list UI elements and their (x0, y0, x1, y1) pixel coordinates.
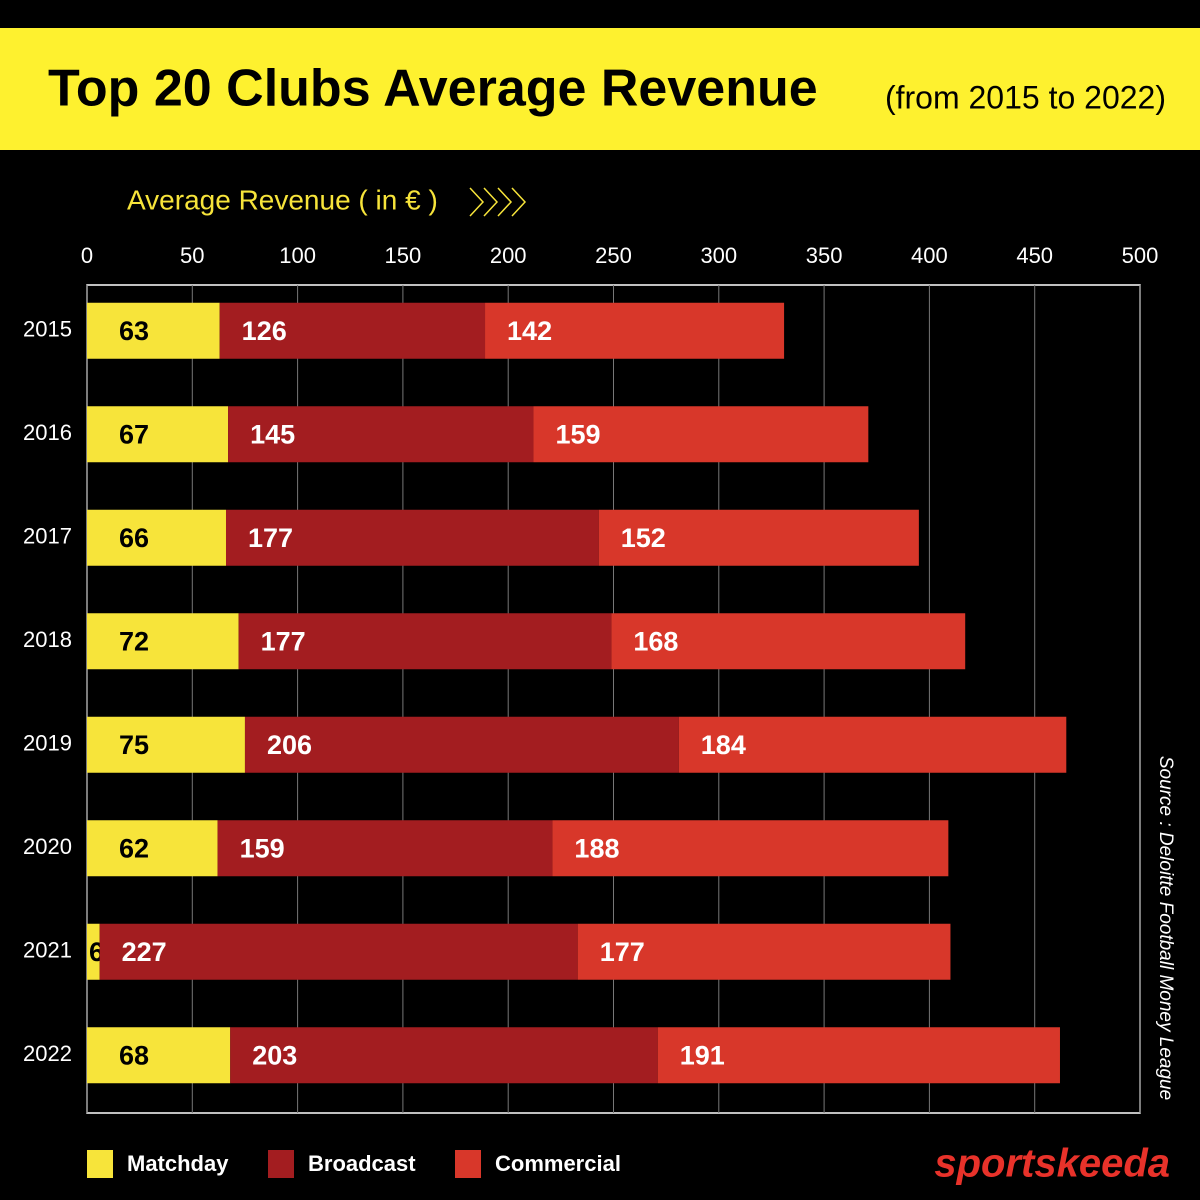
bar-segment (230, 1027, 658, 1084)
bar-segment (657, 1027, 1060, 1084)
value-label: 206 (267, 730, 312, 760)
bar-segment (225, 509, 599, 566)
value-label: 62 (119, 833, 149, 863)
y-tick-label: 2016 (23, 420, 72, 445)
x-tick-label: 150 (385, 243, 422, 268)
y-tick-label: 2018 (23, 627, 72, 652)
legend-swatch (268, 1150, 294, 1178)
x-tick-label: 500 (1122, 243, 1159, 268)
bar-segment (244, 716, 679, 773)
y-tick-label: 2020 (23, 834, 72, 859)
bar-segment (219, 302, 486, 359)
value-label: 191 (680, 1040, 725, 1070)
y-tick-label: 2022 (23, 1041, 72, 1066)
source-note: Source : Deloitte Football Money League (1155, 756, 1176, 1100)
title-band (0, 28, 1200, 150)
y-tick-label: 2021 (23, 938, 72, 963)
chart-title: Top 20 Clubs Average Revenue (48, 60, 818, 118)
bar-segment (87, 302, 220, 359)
bar-segment (87, 716, 245, 773)
axis-label: Average Revenue ( in € ) (127, 184, 438, 215)
chart-subtitle: (from 2015 to 2022) (885, 79, 1166, 115)
bar-segment (485, 302, 785, 359)
y-tick-label: 2017 (23, 524, 72, 549)
bar-segment (87, 923, 100, 980)
value-label: 68 (119, 1040, 149, 1070)
bar-segment (552, 820, 949, 877)
x-tick-label: 0 (81, 243, 93, 268)
value-label: 72 (119, 626, 149, 656)
value-label: 142 (507, 316, 552, 346)
value-label: 67 (119, 419, 149, 449)
bar-segment (533, 406, 869, 463)
bar-segment (678, 716, 1067, 773)
legend-label: Broadcast (308, 1151, 416, 1176)
legend-swatch (87, 1150, 113, 1178)
value-label: 177 (261, 626, 306, 656)
bar-segment (87, 613, 239, 670)
value-label: 66 (119, 523, 149, 553)
legend-label: Matchday (127, 1151, 229, 1176)
bar-segment (87, 509, 226, 566)
x-tick-label: 200 (490, 243, 527, 268)
bar-segment (577, 923, 951, 980)
bar-segment (217, 820, 553, 877)
value-label: 168 (633, 626, 678, 656)
value-label: 177 (600, 937, 645, 967)
x-tick-label: 300 (700, 243, 737, 268)
x-tick-label: 450 (1016, 243, 1053, 268)
value-label: 177 (248, 523, 293, 553)
legend-swatch (455, 1150, 481, 1178)
value-label: 203 (252, 1040, 297, 1070)
value-label: 184 (701, 730, 746, 760)
bar-segment (99, 923, 578, 980)
value-label: 227 (122, 937, 167, 967)
bar-segment (611, 613, 966, 670)
value-label: 188 (574, 833, 619, 863)
y-tick-label: 2015 (23, 317, 72, 342)
value-label: 126 (242, 316, 287, 346)
bar-segment (228, 406, 534, 463)
x-tick-label: 250 (595, 243, 632, 268)
value-label: 152 (621, 523, 666, 553)
y-tick-label: 2019 (23, 731, 72, 756)
bar-segment (238, 613, 612, 670)
legend-label: Commercial (495, 1151, 621, 1176)
x-tick-label: 400 (911, 243, 948, 268)
value-label: 159 (240, 833, 285, 863)
value-label: 75 (119, 730, 149, 760)
bar-segment (87, 820, 218, 877)
x-tick-label: 50 (180, 243, 204, 268)
bar-segment (87, 1027, 231, 1084)
brand-logo: sportskeeda (934, 1142, 1170, 1186)
x-tick-label: 100 (279, 243, 316, 268)
bar-segment (87, 406, 229, 463)
bar-segment (598, 509, 919, 566)
x-tick-label: 350 (806, 243, 843, 268)
value-label: 63 (119, 316, 149, 346)
value-label: 159 (555, 419, 600, 449)
arrows-decoration (469, 187, 527, 217)
value-label: 145 (250, 419, 295, 449)
